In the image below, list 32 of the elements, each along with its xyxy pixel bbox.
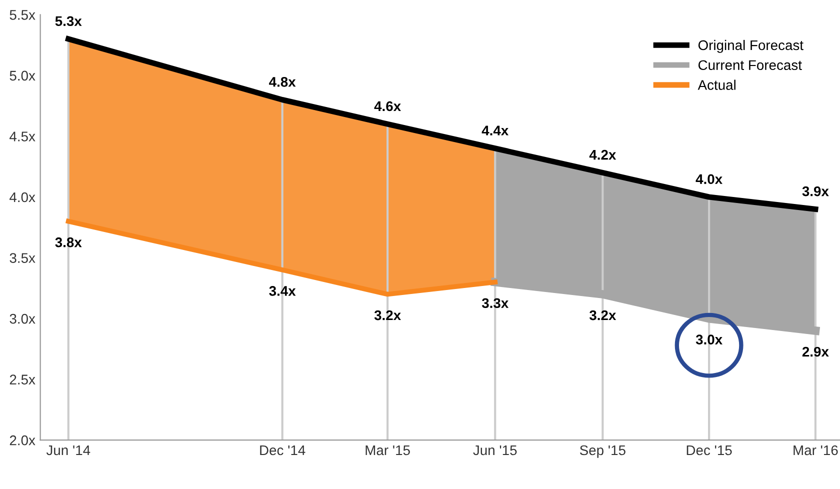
data-label: 4.6x xyxy=(374,101,401,112)
data-label: 5.3x xyxy=(55,16,82,26)
data-label: 2.9x xyxy=(802,346,829,357)
legend-label: Current Forecast xyxy=(698,60,802,70)
legend-label: Original Forecast xyxy=(698,40,804,53)
data-label: 4.8x xyxy=(269,76,296,87)
y-tick-label: 4.5x xyxy=(10,132,36,142)
y-tick-label: 5.5x xyxy=(10,10,36,20)
data-label: 3.3x xyxy=(482,298,509,308)
x-tick-label: Dec '14 xyxy=(260,445,306,456)
data-label: 3.0x xyxy=(696,334,722,345)
y-tick-label: 2.0x xyxy=(10,435,36,446)
data-label: 3.4x xyxy=(269,286,296,296)
y-tick-label: 2.5x xyxy=(10,374,36,384)
data-label: 4.0x xyxy=(696,174,722,184)
x-tick-label: Jun '15 xyxy=(473,445,517,456)
x-tick-label: Mar '15 xyxy=(366,445,410,456)
y-tick-label: 3.5x xyxy=(10,253,36,263)
legend-label: Actual xyxy=(698,80,736,90)
data-label: 4.4x xyxy=(482,126,509,136)
data-label: 3.9x xyxy=(802,186,829,196)
x-tick-label: Sep '15 xyxy=(580,445,626,458)
data-label: 3.2x xyxy=(374,310,401,320)
y-tick-label: 3.0x xyxy=(10,314,36,324)
data-label: 3.8x xyxy=(55,237,82,248)
data-label: 4.2x xyxy=(589,150,616,160)
x-tick-label: Mar '16 xyxy=(794,445,838,456)
y-tick-label: 4.0x xyxy=(10,192,36,202)
y-tick-label: 5.0x xyxy=(10,70,36,81)
x-tick-label: Jun '14 xyxy=(46,445,90,456)
x-tick-label: Dec '15 xyxy=(686,445,732,456)
data-label: 3.2x xyxy=(589,310,616,320)
